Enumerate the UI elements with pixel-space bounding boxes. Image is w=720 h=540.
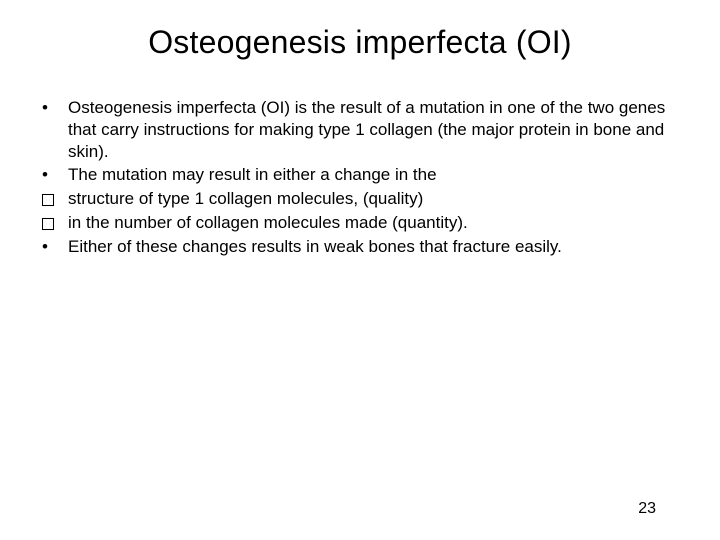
bullet-text: in the number of collagen molecules made… [68,212,680,234]
page-number: 23 [638,500,656,518]
bullet-text: Either of these changes results in weak … [68,236,680,258]
slide-title: Osteogenesis imperfecta (OI) [40,24,680,61]
bullet-dot-icon [40,97,68,119]
list-item: in the number of collagen molecules made… [40,212,680,234]
list-item: Osteogenesis imperfecta (OI) is the resu… [40,97,680,162]
bullet-box-icon [40,212,68,234]
bullet-dot-icon [40,236,68,258]
bullet-box-icon [40,188,68,210]
bullet-dot-icon [40,164,68,186]
list-item: The mutation may result in either a chan… [40,164,680,186]
bullet-text: The mutation may result in either a chan… [68,164,680,186]
bullet-list: Osteogenesis imperfecta (OI) is the resu… [40,97,680,257]
list-item: Either of these changes results in weak … [40,236,680,258]
bullet-text: Osteogenesis imperfecta (OI) is the resu… [68,97,680,162]
slide: Osteogenesis imperfecta (OI) Osteogenesi… [0,0,720,540]
list-item: structure of type 1 collagen molecules, … [40,188,680,210]
bullet-text: structure of type 1 collagen molecules, … [68,188,680,210]
